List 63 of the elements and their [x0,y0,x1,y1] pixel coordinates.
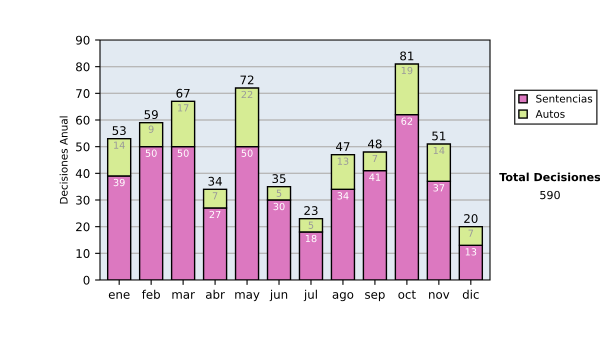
legend-label: Autos [536,110,565,118]
total-label: 51 [432,132,446,140]
data-label: 14 [114,142,125,149]
data-label: 39 [114,178,125,186]
data-label: 37 [433,184,444,192]
x-tick-label: sep [365,292,385,302]
total-label: 59 [144,110,158,120]
total-label: 48 [368,139,382,148]
x-tick-label: jun [270,290,288,302]
y-axis-title: Decisiones Anual [60,116,68,204]
data-label: 7 [468,230,474,237]
data-label: 41 [369,174,380,181]
data-label: 13 [338,158,348,165]
text: 590 [540,190,560,200]
y-tick-label: 10 [76,249,90,258]
data-label: 27 [210,210,220,218]
x-tick-label: may [235,292,260,302]
total-label: 81 [400,51,414,60]
x-tick-label: oct [398,290,416,299]
y-tick-label: 80 [76,62,90,72]
data-label: 22 [242,90,252,98]
data-label: 18 [306,234,317,242]
text: Total Decisiones [499,172,600,182]
y-tick-label: 60 [76,116,90,125]
total-label: 20 [464,214,478,224]
y-tick-label: 40 [76,169,90,178]
total-label: 67 [176,88,190,98]
x-tick-label: mar [172,292,195,299]
data-label: 7 [212,192,218,200]
total-label: 72 [240,75,254,84]
y-tick-label: 50 [76,142,90,152]
total-label: 34 [208,176,222,186]
total-label: 47 [336,142,350,151]
y-tick-label: 30 [76,196,90,205]
y-tick-label: 0 [84,276,90,285]
total-label: 53 [112,126,126,136]
data-label: 7 [372,154,378,162]
x-tick-label: jul [304,290,317,302]
x-tick-label: ago [332,292,354,302]
data-label: 50 [242,150,253,157]
data-label: 5 [276,190,282,197]
x-tick-label: feb [142,290,160,299]
data-label: 30 [274,202,285,210]
data-label: 19 [402,66,412,74]
data-label: 14 [434,146,444,154]
y-tick-label: 70 [76,89,90,98]
data-label: 50 [146,150,157,157]
total-label: 35 [272,174,286,184]
data-label: 50 [178,150,189,157]
y-tick-label: 90 [76,36,90,45]
x-tick-label: ene [108,292,130,299]
data-label: 17 [178,104,188,112]
y-tick-label: 20 [76,222,90,232]
x-tick-label: dic [462,290,479,299]
data-label: 5 [308,222,314,229]
legend-label: Sentencias [536,94,592,103]
x-tick-label: abr [206,290,225,299]
total-label: 23 [304,206,318,216]
data-label: 13 [466,248,476,256]
data-label: 62 [401,118,412,125]
data-label: 34 [338,192,349,200]
x-tick-label: nov [429,292,450,299]
data-label: 9 [148,126,154,133]
